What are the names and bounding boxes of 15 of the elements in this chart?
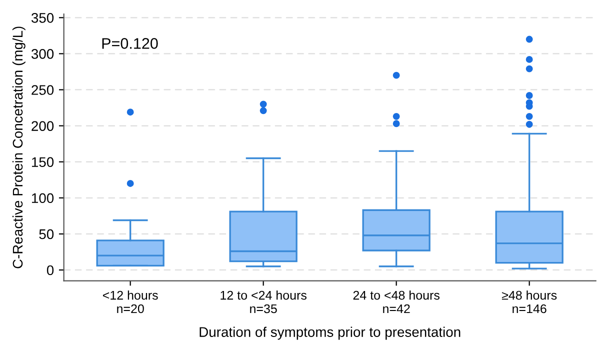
x-axis-title: Duration of symptoms prior to presentation [200, 326, 460, 340]
y-tick-label: 150 [32, 157, 54, 168]
annotation: P=0.120 [102, 38, 158, 49]
y-axis-title: C-Reactive Protein Concetration (mg/L) [12, 26, 26, 268]
y-tick-label: 200 [32, 121, 54, 131]
y-tick-label: 100 [32, 193, 54, 204]
x-tick-label: 24 to <48 hours n=42 [353, 290, 440, 314]
y-tick-label: 0 [46, 265, 54, 276]
y-tick-label: 300 [31, 49, 54, 59]
x-tick-label: <12 hours n=20 [102, 290, 158, 314]
y-tick-label: 250 [32, 85, 54, 95]
x-tick-label: ≥48 hours n=146 [502, 290, 557, 314]
x-tick-label: 12 to <24 hours n=35 [220, 290, 306, 314]
y-tick-label: 50 [39, 229, 54, 240]
y-tick-label: 350 [31, 12, 54, 23]
